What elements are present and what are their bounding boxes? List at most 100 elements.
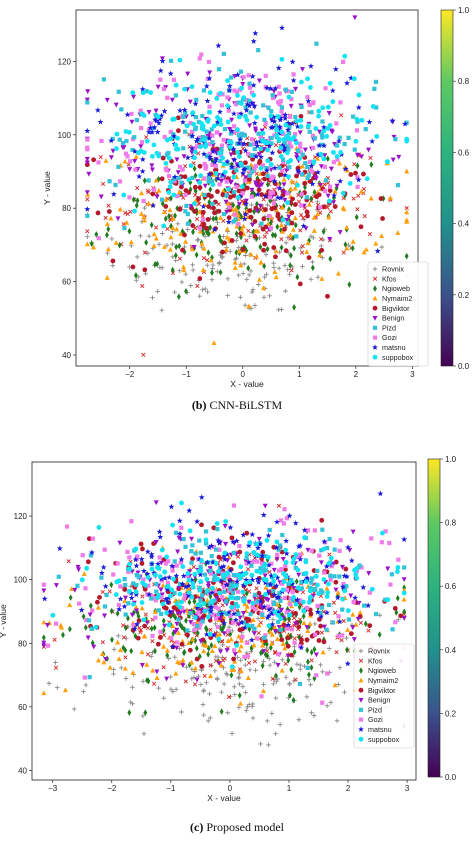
- legend-marker: [358, 658, 364, 663]
- data-point: [184, 154, 191, 161]
- data-point: [287, 165, 292, 170]
- data-point: [318, 613, 325, 620]
- data-point: [179, 709, 184, 715]
- data-point: [243, 175, 249, 181]
- data-point: [266, 105, 271, 110]
- data-point: [323, 86, 328, 91]
- data-point: [240, 589, 246, 595]
- data-point: [247, 173, 252, 178]
- data-point: [355, 175, 360, 180]
- data-point: [185, 632, 190, 638]
- data-point: [219, 179, 225, 184]
- data-point: [158, 635, 163, 640]
- data-point: [122, 225, 127, 231]
- data-point: [334, 718, 340, 724]
- data-point: [266, 606, 272, 613]
- data-point: [260, 662, 265, 670]
- data-point: [130, 601, 136, 607]
- data-point: [343, 241, 348, 248]
- data-point: [213, 560, 219, 566]
- data-point: [243, 201, 249, 207]
- data-point: [291, 234, 295, 242]
- data-point: [250, 38, 257, 44]
- data-point: [177, 604, 183, 610]
- data-point: [53, 665, 59, 670]
- data-point: [236, 704, 242, 710]
- y-axis-label: Y - value: [42, 171, 52, 205]
- data-point: [253, 182, 259, 188]
- data-point: [282, 197, 288, 203]
- data-point: [97, 594, 102, 600]
- data-point: [332, 574, 337, 579]
- data-point: [211, 544, 216, 550]
- data-point: [192, 571, 198, 577]
- data-point: [189, 536, 195, 542]
- data-point: [347, 180, 353, 186]
- data-point: [177, 256, 182, 261]
- legend-marker: [359, 667, 363, 674]
- data-point: [262, 262, 267, 270]
- data-point: [223, 246, 229, 252]
- data-point: [131, 94, 137, 100]
- data-point: [84, 97, 90, 103]
- data-point: [46, 681, 52, 686]
- data-point: [217, 577, 224, 584]
- data-point: [181, 146, 186, 151]
- data-point: [289, 58, 296, 65]
- data-point: [216, 606, 221, 611]
- data-point: [140, 580, 145, 586]
- colorbar-tick-label: 1.0: [458, 6, 470, 15]
- data-point: [210, 262, 216, 268]
- data-point: [192, 165, 197, 172]
- data-point: [201, 245, 207, 251]
- data-point: [103, 158, 109, 163]
- data-point: [159, 307, 165, 313]
- data-point: [288, 114, 293, 120]
- data-point: [404, 218, 410, 224]
- data-point: [297, 130, 303, 136]
- data-point: [98, 155, 103, 160]
- data-point: [256, 48, 261, 53]
- data-point: [281, 176, 287, 182]
- data-point: [308, 277, 314, 282]
- data-point: [274, 557, 280, 562]
- data-point: [170, 254, 176, 260]
- data-point: [322, 182, 327, 187]
- data-point: [166, 608, 173, 615]
- data-point: [296, 624, 302, 630]
- data-point: [244, 561, 249, 566]
- data-point: [283, 563, 288, 569]
- data-point: [296, 717, 302, 723]
- data-point: [133, 591, 140, 598]
- data-point: [298, 150, 303, 155]
- data-point: [359, 154, 365, 160]
- data-point: [256, 187, 262, 193]
- data-point: [198, 579, 204, 584]
- data-point: [183, 192, 188, 198]
- data-point: [266, 143, 273, 149]
- data-point: [164, 676, 170, 682]
- data-point: [326, 214, 332, 220]
- data-point: [379, 233, 385, 238]
- data-point: [304, 209, 310, 215]
- data-point: [185, 71, 191, 77]
- data-point: [261, 139, 267, 144]
- data-point: [355, 207, 360, 212]
- data-point: [242, 624, 248, 631]
- data-point: [212, 147, 218, 153]
- data-point: [204, 588, 210, 593]
- data-point: [366, 147, 372, 153]
- data-point: [332, 204, 338, 209]
- data-point: [208, 257, 214, 263]
- data-point: [125, 154, 130, 159]
- data-point: [316, 591, 322, 597]
- data-point: [213, 621, 218, 627]
- data-point: [191, 228, 195, 236]
- legend-label: Ngioweb: [368, 666, 396, 675]
- data-point: [337, 548, 342, 553]
- data-point: [289, 580, 296, 587]
- data-point: [277, 136, 282, 142]
- data-point: [53, 660, 58, 665]
- data-point: [276, 624, 282, 630]
- data-point: [224, 193, 229, 198]
